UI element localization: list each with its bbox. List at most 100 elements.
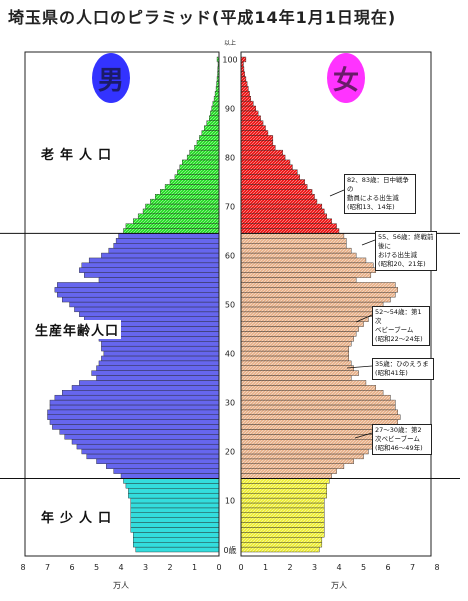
x-tick-right-1: 1	[263, 563, 268, 572]
bar-male-age-80	[186, 154, 220, 161]
bar-female-age-88	[240, 115, 261, 121]
bar-male-age-2	[133, 537, 220, 543]
bar-male-age-84	[199, 135, 220, 141]
x-tick-left-0: 0	[216, 563, 221, 572]
bar-male-age-74	[164, 184, 220, 190]
x-tick-left-4: 4	[118, 563, 123, 572]
bar-female-age-73	[240, 189, 313, 195]
page-title: 埼玉県の人口のピラミッド(平成14年1月1日現在)	[8, 8, 397, 27]
bar-male-age-20	[81, 448, 220, 455]
bar-female-age-30	[240, 399, 396, 406]
bar-male-age-79	[182, 159, 220, 166]
bar-male-age-59	[88, 257, 220, 264]
bar-male-age-22	[71, 439, 220, 445]
bar-male-age-30	[49, 399, 220, 406]
bar-male-age-13	[125, 483, 220, 489]
bar-male-age-89	[210, 110, 220, 117]
bar-female-age-45	[240, 326, 359, 332]
bar-female-age-77	[240, 169, 298, 175]
bar-female-age-92	[240, 96, 252, 102]
female-marker: 女	[327, 53, 365, 103]
bar-female-age-19	[240, 453, 364, 460]
bar-female-age-62	[240, 243, 347, 249]
bar-male-age-90	[211, 105, 220, 112]
bar-male-age-93	[214, 91, 220, 97]
bar-male-age-25	[52, 424, 220, 430]
bar-male-age-21	[76, 443, 220, 450]
bar-female-age-57	[240, 267, 376, 273]
bar-male-age-64	[118, 233, 220, 239]
age-tick-20: 20	[225, 448, 235, 457]
x-tick-right-8: 8	[434, 563, 439, 572]
bar-male-age-14	[123, 478, 220, 484]
x-tick-right-5: 5	[361, 563, 366, 572]
bar-female-age-83	[240, 140, 274, 146]
bar-male-age-41	[101, 345, 220, 352]
bar-male-age-81	[189, 149, 220, 156]
bar-female-age-36	[240, 370, 359, 376]
bar-male-age-34	[79, 380, 220, 386]
bar-male-age-38	[98, 360, 220, 366]
bar-female-age-23	[240, 434, 384, 440]
bar-female-age-67	[240, 218, 332, 224]
bar-female-age-75	[240, 179, 305, 185]
bar-male-age-51	[62, 296, 220, 303]
bar-male-age-68	[137, 213, 220, 219]
bar-female-age-40	[240, 350, 350, 357]
bar-female-age-1	[240, 541, 323, 548]
bar-male-age-28	[47, 409, 220, 415]
bar-male-age-75	[169, 179, 220, 185]
bar-female-age-42	[240, 341, 352, 347]
bars-group	[47, 56, 401, 553]
bar-male-age-78	[179, 164, 220, 170]
bar-male-age-12	[128, 488, 220, 494]
annotation-pointer-3	[355, 314, 373, 323]
bar-female-age-54	[240, 282, 396, 288]
bar-male-age-40	[103, 350, 220, 357]
bar-male-age-91	[212, 100, 220, 107]
bar-male-age-8	[130, 507, 220, 513]
bar-female-age-85	[240, 130, 269, 136]
bar-male-age-50	[69, 301, 220, 308]
bar-male-age-33	[71, 385, 220, 391]
bar-female-age-9	[240, 502, 325, 509]
zone-label-old: 老年人口	[39, 144, 120, 163]
bar-male-age-70	[145, 203, 220, 210]
bar-male-age-56	[84, 272, 220, 278]
bar-female-age-66	[240, 223, 337, 229]
bar-female-age-46	[240, 321, 364, 327]
bar-male-age-42	[101, 341, 220, 347]
bar-female-age-51	[240, 296, 391, 303]
bar-male-age-86	[204, 125, 220, 131]
bar-female-age-3	[240, 532, 325, 538]
bar-male-age-66	[125, 223, 220, 229]
bar-female-age-84	[240, 135, 274, 141]
bar-female-age-29	[240, 404, 396, 411]
bar-female-age-31	[240, 394, 391, 401]
frame-male	[24, 51, 220, 557]
bar-male-age-39	[101, 355, 220, 362]
bar-female-age-95	[240, 81, 248, 87]
age-tick-50: 50	[225, 301, 235, 310]
x-tick-left-2: 2	[167, 563, 172, 572]
bar-female-age-72	[240, 194, 315, 200]
bar-female-age-100	[240, 56, 247, 63]
bar-male-age-0	[135, 546, 220, 553]
bar-male-age-77	[177, 169, 220, 175]
bar-male-age-1	[133, 541, 220, 548]
bar-female-age-27	[240, 414, 401, 420]
bar-female-age-52	[240, 292, 396, 298]
bar-male-age-53	[54, 287, 220, 293]
bar-female-age-71	[240, 198, 318, 205]
bar-female-age-4	[240, 527, 325, 533]
bar-female-age-38	[240, 360, 352, 366]
x-tick-left-3: 3	[143, 563, 148, 572]
bar-female-age-61	[240, 247, 352, 254]
bar-male-age-62	[113, 243, 220, 249]
bar-male-age-63	[115, 238, 220, 244]
bar-female-age-44	[240, 331, 357, 337]
bar-female-age-16	[240, 468, 337, 474]
unit-label-left: 万人	[113, 581, 129, 590]
bar-male-age-61	[108, 247, 220, 254]
